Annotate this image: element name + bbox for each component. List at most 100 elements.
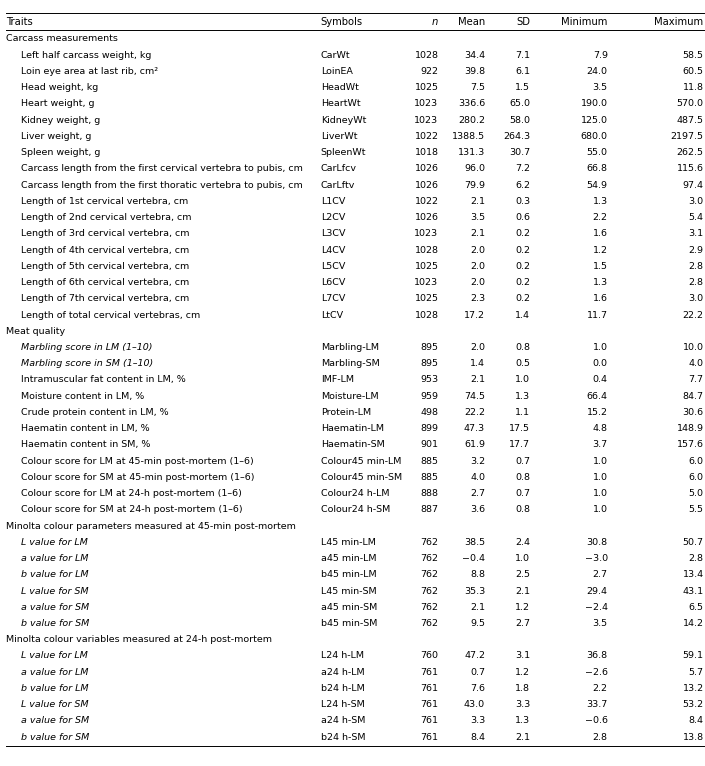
Text: 2.0: 2.0 [470,246,485,254]
Text: 3.2: 3.2 [470,457,485,466]
Text: 61.9: 61.9 [464,440,485,450]
Text: 885: 885 [420,473,439,482]
Text: 1.3: 1.3 [515,716,530,725]
Text: 2.1: 2.1 [470,229,485,238]
Text: 125.0: 125.0 [581,116,608,125]
Text: Crude protein content in LM, %: Crude protein content in LM, % [21,408,168,417]
Text: 5.7: 5.7 [689,668,704,676]
Text: 0.2: 0.2 [515,229,530,238]
Text: LiverWt: LiverWt [321,132,357,141]
Text: Minolta colour parameters measured at 45-min post-mortem: Minolta colour parameters measured at 45… [6,522,295,531]
Text: 762: 762 [420,619,439,628]
Text: 47.2: 47.2 [464,651,485,660]
Text: Haematin-LM: Haematin-LM [321,424,384,433]
Text: 1.2: 1.2 [515,603,530,612]
Text: 65.0: 65.0 [509,100,530,109]
Text: 5.5: 5.5 [689,506,704,514]
Text: Length of 1st cervical vertebra, cm: Length of 1st cervical vertebra, cm [21,197,188,206]
Text: 570.0: 570.0 [677,100,704,109]
Text: 2.1: 2.1 [470,197,485,206]
Text: L45 min-SM: L45 min-SM [321,587,376,595]
Text: Liver weight, g: Liver weight, g [21,132,92,141]
Text: 11.7: 11.7 [587,310,608,319]
Text: Colour score for LM at 24-h post-mortem (1–6): Colour score for LM at 24-h post-mortem … [21,489,242,498]
Text: 11.8: 11.8 [682,83,704,92]
Text: 1.6: 1.6 [593,229,608,238]
Text: 115.6: 115.6 [677,165,704,173]
Text: 2.0: 2.0 [470,262,485,271]
Text: 761: 761 [420,684,439,693]
Text: 13.2: 13.2 [682,684,704,693]
Text: Heart weight, g: Heart weight, g [21,100,94,109]
Text: 5.0: 5.0 [689,489,704,498]
Text: a value for SM: a value for SM [21,603,90,612]
Text: 0.2: 0.2 [515,262,530,271]
Text: 3.7: 3.7 [593,440,608,450]
Text: 2.0: 2.0 [470,278,485,287]
Text: 43.0: 43.0 [464,700,485,709]
Text: 1.4: 1.4 [515,310,530,319]
Text: 2.8: 2.8 [689,278,704,287]
Text: b45 min-SM: b45 min-SM [321,619,377,628]
Text: KidneyWt: KidneyWt [321,116,366,125]
Text: HeartWt: HeartWt [321,100,360,109]
Text: 2.7: 2.7 [515,619,530,628]
Text: 0.7: 0.7 [515,457,530,466]
Text: 0.3: 0.3 [515,197,530,206]
Text: 2.1: 2.1 [515,732,530,741]
Text: Length of 3rd cervical vertebra, cm: Length of 3rd cervical vertebra, cm [21,229,190,238]
Text: 9.5: 9.5 [470,619,485,628]
Text: 30.8: 30.8 [587,538,608,547]
Text: 1022: 1022 [415,197,439,206]
Text: 34.4: 34.4 [464,51,485,60]
Text: Haematin content in SM, %: Haematin content in SM, % [21,440,151,450]
Text: L value for SM: L value for SM [21,700,89,709]
Text: L value for SM: L value for SM [21,587,89,595]
Text: 1.1: 1.1 [515,408,530,417]
Text: Meat quality: Meat quality [6,327,65,336]
Text: 761: 761 [420,732,439,741]
Text: 6.0: 6.0 [689,473,704,482]
Text: 74.5: 74.5 [464,391,485,401]
Text: 66.8: 66.8 [587,165,608,173]
Text: 1026: 1026 [415,213,439,222]
Text: 58.5: 58.5 [682,51,704,60]
Text: a45 min-LM: a45 min-LM [321,554,376,563]
Text: L24 h-LM: L24 h-LM [321,651,364,660]
Text: 901: 901 [420,440,439,450]
Text: 0.7: 0.7 [515,489,530,498]
Text: Marbling-LM: Marbling-LM [321,343,379,352]
Text: 0.8: 0.8 [515,506,530,514]
Text: 3.5: 3.5 [593,83,608,92]
Text: 1.0: 1.0 [515,375,530,385]
Text: b value for LM: b value for LM [21,684,89,693]
Text: 7.9: 7.9 [593,51,608,60]
Text: Colour score for SM at 24-h post-mortem (1–6): Colour score for SM at 24-h post-mortem … [21,506,243,514]
Text: L4CV: L4CV [321,246,345,254]
Text: 60.5: 60.5 [682,67,704,76]
Text: 336.6: 336.6 [458,100,485,109]
Text: Colour45 min-SM: Colour45 min-SM [321,473,402,482]
Text: 1.0: 1.0 [515,554,530,563]
Text: Maximum: Maximum [654,17,704,27]
Text: L5CV: L5CV [321,262,345,271]
Text: 1028: 1028 [415,246,439,254]
Text: Length of 7th cervical vertebra, cm: Length of 7th cervical vertebra, cm [21,294,190,303]
Text: 6.0: 6.0 [689,457,704,466]
Text: 1023: 1023 [415,229,439,238]
Text: 1.3: 1.3 [593,197,608,206]
Text: Symbols: Symbols [321,17,363,27]
Text: 2.1: 2.1 [470,375,485,385]
Text: 0.8: 0.8 [515,473,530,482]
Text: 1022: 1022 [415,132,439,141]
Text: Marbling score in LM (1–10): Marbling score in LM (1–10) [21,343,153,352]
Text: 264.3: 264.3 [503,132,530,141]
Text: 899: 899 [420,424,439,433]
Text: b24 h-LM: b24 h-LM [321,684,364,693]
Text: 29.4: 29.4 [587,587,608,595]
Text: 17.5: 17.5 [509,424,530,433]
Text: 2.3: 2.3 [470,294,485,303]
Text: LoinEA: LoinEA [321,67,352,76]
Text: L value for LM: L value for LM [21,538,88,547]
Text: 1.2: 1.2 [515,668,530,676]
